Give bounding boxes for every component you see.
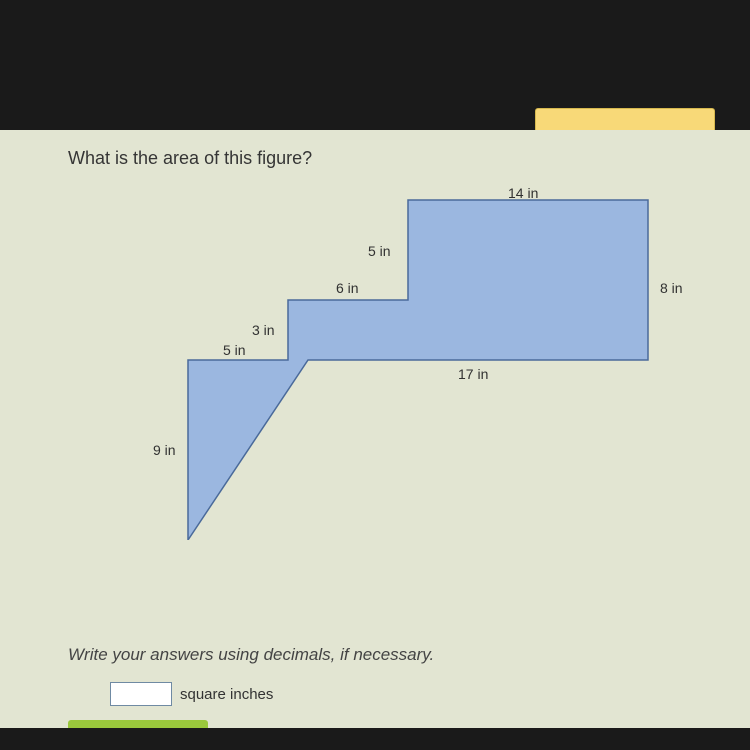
answer-unit: square inches	[180, 686, 273, 703]
dimension-label: 14 in	[508, 185, 538, 201]
dimension-label: 9 in	[153, 442, 176, 458]
submit-button-peek[interactable]	[68, 720, 208, 728]
hint-tab-peek	[535, 108, 715, 130]
instruction-text: Write your answers using decimals, if ne…	[68, 645, 434, 665]
dimension-label: 6 in	[336, 280, 359, 296]
dimension-label: 8 in	[660, 280, 683, 296]
dimension-label: 5 in	[368, 243, 391, 259]
area-figure: 14 in 8 in 5 in 6 in 3 in 5 in 17 in 9 in	[68, 180, 688, 550]
answer-input[interactable]	[110, 682, 172, 706]
photo-dark-bottom	[0, 728, 750, 750]
question-text: What is the area of this figure?	[68, 148, 312, 169]
worksheet-page: What is the area of this figure? 14 in 8 …	[0, 130, 750, 728]
dimension-label: 5 in	[223, 342, 246, 358]
dimension-label: 3 in	[252, 322, 275, 338]
figure-svg	[68, 180, 688, 540]
answer-row: square inches	[110, 682, 273, 706]
dimension-label: 17 in	[458, 366, 488, 382]
figure-polygon	[188, 200, 648, 540]
